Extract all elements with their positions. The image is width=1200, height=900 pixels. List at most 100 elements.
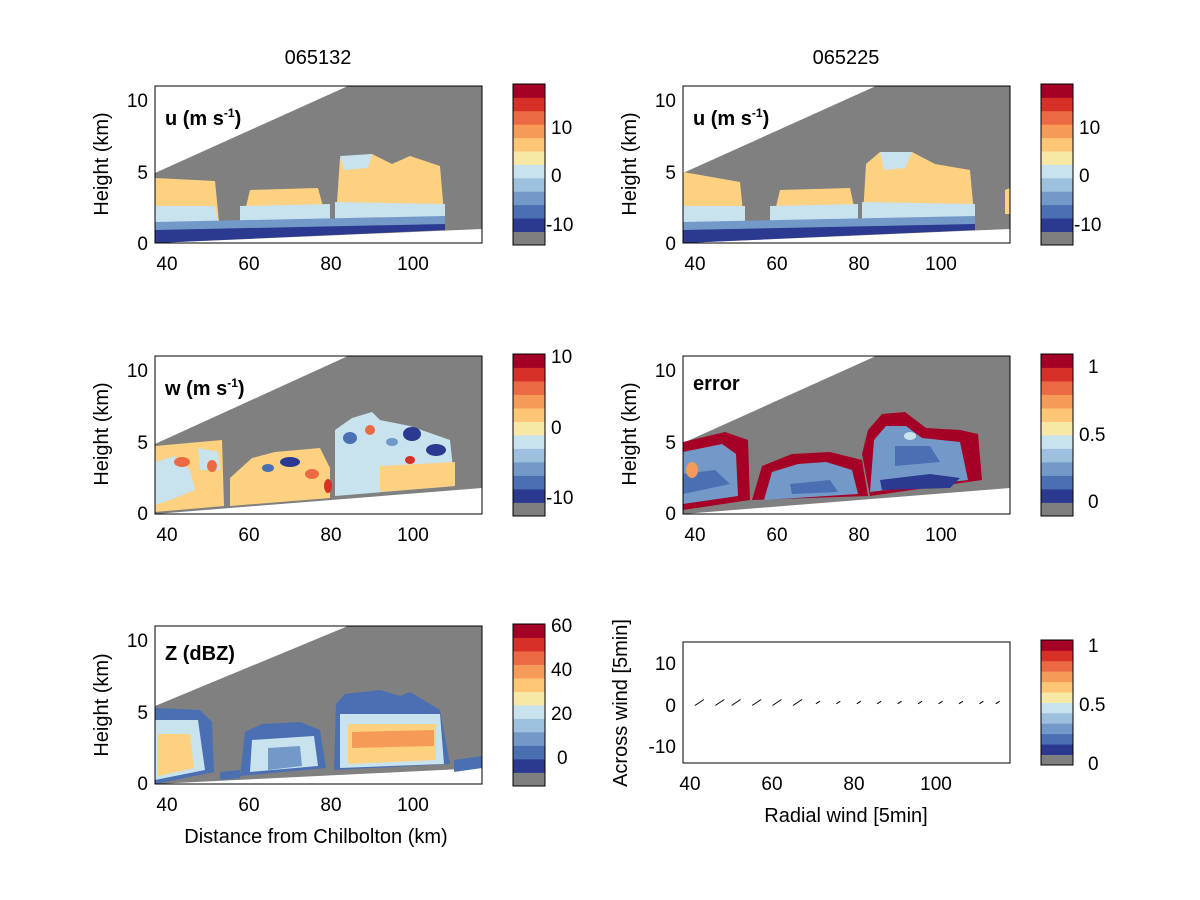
wind-arrow (979, 700, 984, 705)
colorbar-band (1041, 354, 1073, 368)
colorbar-tick-labels: 10 0 -10 (1074, 118, 1101, 236)
colorbar-band (1041, 231, 1073, 246)
y-axis-label: Height (km) (91, 112, 113, 215)
x-tick-label: 60 (761, 774, 782, 795)
colorbar-band (1041, 164, 1073, 179)
colorbar-band (1041, 367, 1073, 382)
field-label: error (693, 373, 740, 395)
colorbar-frame (512, 83, 546, 246)
colorbar-band (513, 84, 545, 98)
colorbar-band (513, 691, 545, 706)
panel-z-left: Z (dBZ) Height (km) 0 5 10 40 60 80 100 … (91, 616, 572, 848)
field-w-left (155, 356, 482, 514)
colorbar-band (1041, 489, 1073, 503)
wind-arrow (792, 699, 803, 706)
colorbar-band (1041, 421, 1073, 436)
colorbar-tick-label: 10 (551, 118, 572, 139)
colorbar-tick-labels: 10 0 -10 (546, 347, 573, 509)
colorbar-band (513, 137, 545, 152)
y-axis-label: Across wind [5min] (610, 619, 632, 787)
x-tick-label: 40 (684, 254, 705, 275)
x-tick-label: 100 (925, 254, 957, 275)
colorbar-band (1041, 394, 1073, 409)
colorbar-band (513, 759, 545, 773)
colorbar-band (513, 218, 545, 232)
y-tick-label: 5 (137, 703, 148, 724)
y-tick-label: 0 (137, 774, 148, 795)
colorbar-band (1041, 733, 1073, 745)
colorbar-band (1041, 692, 1073, 703)
colorbar-band (1041, 151, 1073, 165)
colorbar-tick-label: 0 (557, 748, 568, 769)
colorbar-tick-label: 1 (1088, 357, 1099, 378)
x-tick-label: 80 (848, 254, 869, 275)
x-tick-label: 40 (679, 774, 700, 795)
y-tick-labels: 0 5 10 (655, 91, 676, 255)
y-tick-label: 0 (665, 504, 676, 525)
field-label: w (m s-1) (164, 376, 245, 400)
wind-arrow (731, 699, 741, 706)
colorbar-band (1041, 712, 1073, 724)
colorbar-band (513, 231, 545, 246)
wind-arrow (995, 700, 1000, 705)
colorbar-tick-labels: 60 40 20 0 (551, 616, 572, 769)
x-tick-label: 80 (320, 525, 341, 546)
wind-arrow (694, 699, 705, 706)
panel-error-right: error Height (km) 0 5 10 40 60 80 100 1 … (619, 353, 1105, 546)
y-tick-label: 10 (127, 361, 148, 382)
x-tick-label: 60 (238, 254, 259, 275)
colorbar-tick-label: 0 (1088, 492, 1099, 513)
colorbar-band (1041, 84, 1073, 98)
colorbar-frame (1040, 639, 1074, 766)
panel-w-left: w (m s-1) Height (km) 0 5 10 40 60 80 10… (91, 347, 573, 546)
x-tick-label: 80 (320, 795, 341, 816)
wind-arrow (751, 699, 762, 706)
colorbar-band (513, 124, 545, 139)
colorbar-band (513, 462, 545, 476)
colorbar-band (513, 421, 545, 436)
colorbar-band (1041, 671, 1073, 683)
colorbar-band (513, 772, 545, 787)
colorbar-tick-label: 20 (551, 704, 572, 725)
y-tick-labels: 10 0 -10 (649, 654, 676, 758)
colorbar-band (513, 502, 545, 517)
colorbar-tick-label: 1 (1088, 636, 1099, 657)
field-error-right (683, 356, 1010, 514)
x-tick-labels: 40 60 80 100 (156, 254, 428, 275)
colorbar-band (1041, 744, 1073, 755)
colorbar-tick-label: 0 (1088, 754, 1099, 775)
colorbar (1040, 353, 1074, 517)
y-tick-label: 10 (127, 91, 148, 112)
colorbar-band (513, 151, 545, 165)
field-label: u (m s-1) (165, 106, 241, 130)
colorbar-band (513, 489, 545, 503)
y-tick-label: 5 (665, 163, 676, 184)
colorbar-band (1041, 110, 1073, 125)
y-axis-label: Height (km) (91, 382, 113, 485)
y-tick-label: 10 (127, 631, 148, 652)
y-tick-labels: 0 5 10 (127, 91, 148, 255)
colorbar-band (513, 678, 545, 692)
colorbar-frame (512, 353, 546, 517)
colorbar-band (513, 664, 545, 679)
colorbar-band (1041, 660, 1073, 672)
colorbar-band (1041, 218, 1073, 232)
x-tick-label: 60 (238, 525, 259, 546)
colorbar (512, 353, 546, 517)
y-axis-label: Height (km) (619, 382, 641, 485)
colorbar-band (513, 110, 545, 125)
colorbar-band (513, 435, 545, 449)
x-tick-label: 80 (320, 254, 341, 275)
y-tick-label: 10 (655, 654, 676, 675)
colorbar (1040, 639, 1074, 766)
x-tick-label: 40 (684, 525, 705, 546)
x-tick-labels: 40 60 80 100 (684, 254, 956, 275)
wind-arrow (772, 699, 782, 706)
colorbar-frame (1040, 353, 1074, 517)
y-tick-label: 10 (655, 361, 676, 382)
colorbar-tick-label: -10 (546, 488, 573, 509)
y-tick-labels: 0 5 10 (655, 361, 676, 525)
colorbar-band (1041, 381, 1073, 395)
wind-arrow (815, 700, 821, 705)
